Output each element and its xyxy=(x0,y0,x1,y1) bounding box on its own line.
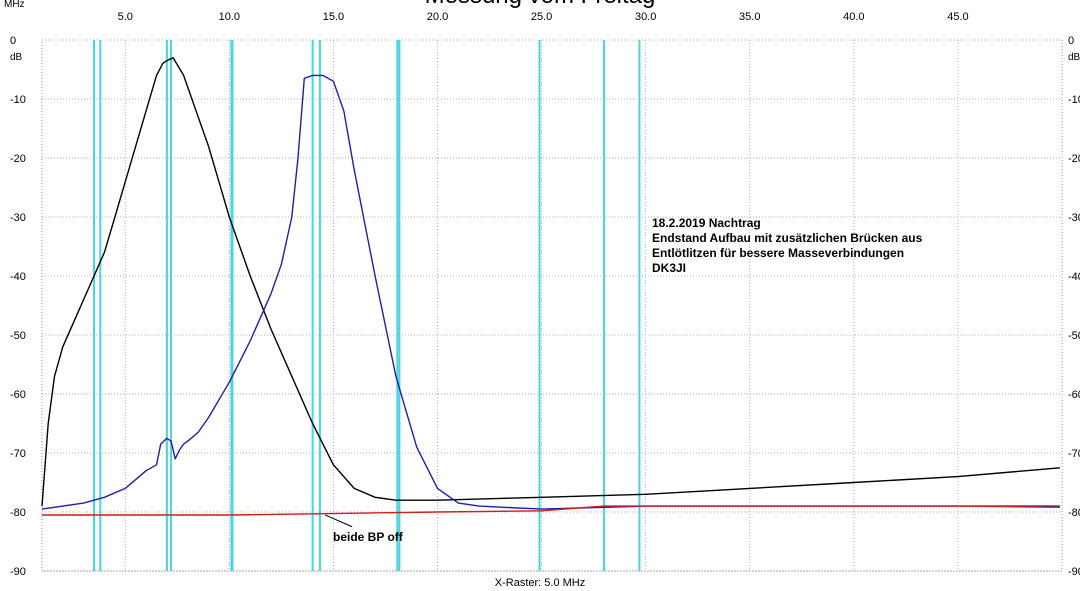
measurement-note: 18.2.2019 Nachtrag Endstand Aufbau mit z… xyxy=(652,216,922,276)
plot-frame xyxy=(41,39,1063,572)
y-tick-label-left: -10 xyxy=(10,94,26,106)
annotation-label: beide BP off xyxy=(333,530,403,544)
x-raster-label: X-Raster: 5.0 MHz xyxy=(494,577,586,589)
series-line-1 xyxy=(41,74,1060,510)
y-tick-label-left: -80 xyxy=(10,507,26,519)
y-tick-label-right: 0 xyxy=(1068,35,1074,47)
y-tick-label-left: 0 xyxy=(10,35,16,47)
note-line: Entlötlitzen für bessere Masseverbindung… xyxy=(652,246,905,260)
y-tick-label-right: -60 xyxy=(1068,389,1080,401)
x-tick-label: 45.0 xyxy=(947,11,968,23)
y-tick-label-left: -20 xyxy=(10,153,26,165)
x-tick-label: 30.0 xyxy=(635,11,656,23)
annotation-leader xyxy=(324,514,353,528)
chart-title: Messung vom Freitag xyxy=(0,0,1080,10)
x-tick-label: 35.0 xyxy=(739,11,760,23)
x-tick-label: 10.0 xyxy=(219,11,240,23)
y-tick-label-right: -70 xyxy=(1068,448,1080,460)
series-line-2 xyxy=(42,505,1060,516)
y-tick-label-left: -70 xyxy=(10,448,26,460)
y-tick-label-right: -20 xyxy=(1068,153,1080,165)
band-markers xyxy=(93,40,641,571)
y-tick-label-right: -90 xyxy=(1068,566,1080,578)
y-tick-label-right: -10 xyxy=(1068,94,1080,106)
x-unit-label: MHz xyxy=(4,0,25,10)
note-line: Endstand Aufbau mit zusätzlichen Brücken… xyxy=(652,231,923,245)
series-lines xyxy=(41,57,1060,516)
y-tick-label-right: -40 xyxy=(1068,271,1080,283)
x-tick-label: 15.0 xyxy=(323,11,344,23)
y-unit-label-right: dB xyxy=(1068,52,1080,63)
y-tick-label-right: -30 xyxy=(1068,212,1080,224)
x-tick-label: 25.0 xyxy=(531,11,552,23)
y-tick-label-right: -50 xyxy=(1068,330,1080,342)
y-unit-label-left: dB xyxy=(10,52,23,63)
y-tick-label-left: -90 xyxy=(10,566,26,578)
note-line: DK3JI xyxy=(652,261,687,275)
tick-labels: 5.0 10.0 15.0 20.0 25.0 30.0 35.0 40.0 45.0 0 0 -10… xyxy=(10,11,1080,578)
y-tick-label-left: -40 xyxy=(10,271,26,283)
y-tick-label-left: -30 xyxy=(10,212,26,224)
y-tick-label-right: -80 xyxy=(1068,507,1080,519)
y-tick-label-left: -60 xyxy=(10,389,26,401)
series-line-0 xyxy=(41,57,1060,507)
y-tick-label-left: -50 xyxy=(10,330,26,342)
x-tick-label: 20.0 xyxy=(427,11,448,23)
x-tick-label: 40.0 xyxy=(843,11,864,23)
note-line: 18.2.2019 Nachtrag xyxy=(652,216,761,230)
grid xyxy=(41,39,1063,572)
x-tick-label: 5.0 xyxy=(118,11,133,23)
